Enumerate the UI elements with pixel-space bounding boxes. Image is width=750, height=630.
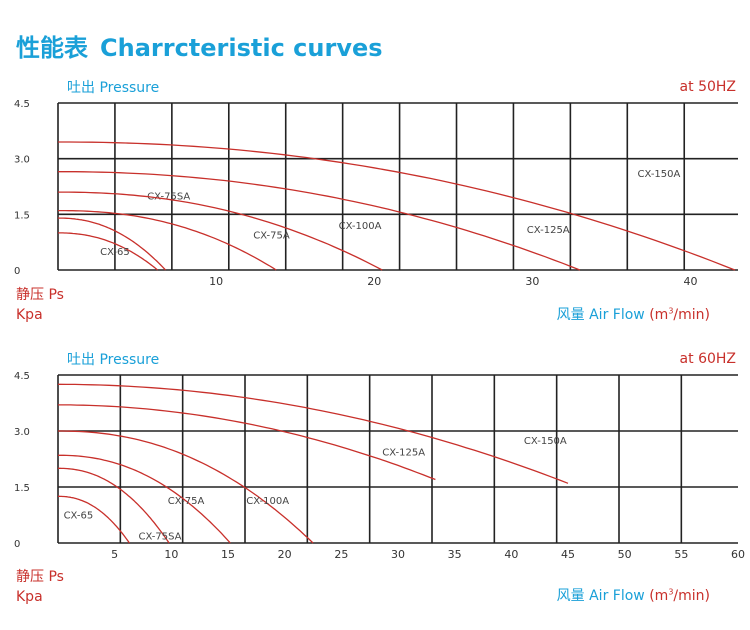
ylabel-line1: 静压 Ps xyxy=(16,569,64,585)
y-tick-label: 1.5 xyxy=(14,483,30,494)
xlabel-unit-post: /min) xyxy=(673,588,710,604)
series-line xyxy=(58,495,130,544)
series-line xyxy=(58,232,159,271)
frequency-label: at 50HZ xyxy=(679,79,736,95)
y-tick-label: 0 xyxy=(14,266,20,277)
pressure-label: 吐出 Pressure xyxy=(67,352,160,368)
series-label: CX-100A xyxy=(339,221,382,232)
xlabel-unit-pre: (m xyxy=(649,588,669,604)
series-label: CX-150A xyxy=(637,169,680,180)
y-tick-label: 0 xyxy=(14,539,20,550)
series-label: CX-150A xyxy=(524,436,567,447)
series-line xyxy=(57,383,569,484)
x-tick-label: 60 xyxy=(731,548,745,561)
xlabel: 风量 Air Flow (m3/min) xyxy=(557,585,710,605)
xlabel: 风量 Air Flow (m3/min) xyxy=(557,304,710,324)
y-tick-label: 4.5 xyxy=(14,99,30,110)
series-line xyxy=(58,191,383,271)
series-label: CX-125A xyxy=(527,225,570,236)
title-en: Charrcteristic curves xyxy=(100,34,383,62)
x-tick-label: 55 xyxy=(674,548,688,561)
x-tick-label: 45 xyxy=(561,548,575,561)
x-tick-label: 30 xyxy=(525,275,539,288)
chart-60hz: 吐出 Pressure at 60HZ 4.5 3.0 1.5 0 5 10 15 20 25 3… xyxy=(0,347,750,605)
xlabel-unit-post: /min) xyxy=(673,307,710,323)
series-line xyxy=(58,171,581,271)
y-tick-label: 3.0 xyxy=(14,427,30,438)
x-tick-label: 5 xyxy=(111,548,118,561)
series-line xyxy=(58,454,231,544)
chart-plot: 4.5 3.0 1.5 0 5 10 15 20 25 30 35 40 45 50 55 60 CX-65 CX… xyxy=(14,371,745,561)
x-tick-label: 10 xyxy=(209,275,223,288)
series-label: CX-65 xyxy=(100,247,130,258)
chart-plot: 4.5 3.0 1.5 0 10 20 30 40 CX-65 CX-75SA CX-75A CX-1… xyxy=(14,99,738,288)
series-line xyxy=(58,430,314,544)
x-tick-label: 15 xyxy=(221,548,235,561)
series-line xyxy=(58,141,736,271)
xlabel-cn: 风量 xyxy=(556,588,585,604)
ylabel-line1: 静压 Ps xyxy=(16,287,64,303)
series-label: CX-65 xyxy=(64,511,94,522)
series-line xyxy=(58,404,436,481)
x-tick-label: 10 xyxy=(164,548,178,561)
x-tick-label: 20 xyxy=(278,548,292,561)
xlabel-unit-sup: 3 xyxy=(668,587,674,597)
x-tick-label: 20 xyxy=(367,275,381,288)
series-label: CX-75SA xyxy=(138,531,181,542)
page-title: 性能表 Charrcteristic curves xyxy=(16,28,383,63)
series-label: CX-75A xyxy=(253,230,290,241)
series-label: CX-100A xyxy=(246,496,289,507)
series-label: CX-125A xyxy=(382,447,425,458)
x-tick-label: 25 xyxy=(334,548,348,561)
xlabel-unit: (m3/min) xyxy=(649,306,710,323)
chart-50hz: 吐出 Pressure at 50HZ 4.5 3.0 1.5 0 10 20 30 40 CX… xyxy=(0,75,750,323)
xlabel-en: Air Flow xyxy=(589,307,645,323)
ylabel-line2: Kpa xyxy=(16,307,43,323)
x-tick-label: 35 xyxy=(448,548,462,561)
series-label: CX-75SA xyxy=(147,191,190,202)
series-label: CX-75A xyxy=(168,496,205,507)
title-cn: 性能表 xyxy=(16,34,88,62)
ylabel: 静压 Ps Kpa xyxy=(16,567,64,607)
y-tick-label: 3.0 xyxy=(14,155,30,166)
x-tick-label: 30 xyxy=(391,548,405,561)
xlabel-unit: (m3/min) xyxy=(649,587,710,604)
series-line xyxy=(58,467,170,544)
xlabel-en: Air Flow xyxy=(589,588,645,604)
xlabel-unit-sup: 3 xyxy=(668,306,674,316)
y-tick-label: 4.5 xyxy=(14,371,30,382)
x-tick-label: 40 xyxy=(684,275,698,288)
frequency-label: at 60HZ xyxy=(679,351,736,367)
y-tick-label: 1.5 xyxy=(14,210,30,221)
ylabel: 静压 Ps Kpa xyxy=(16,285,64,325)
x-tick-label: 40 xyxy=(504,548,518,561)
x-tick-label: 50 xyxy=(618,548,632,561)
series-line xyxy=(57,217,166,271)
pressure-label: 吐出 Pressure xyxy=(67,80,160,96)
ylabel-line2: Kpa xyxy=(16,589,43,605)
series-line xyxy=(58,209,277,271)
xlabel-unit-pre: (m xyxy=(649,307,669,323)
xlabel-cn: 风量 xyxy=(556,307,585,323)
